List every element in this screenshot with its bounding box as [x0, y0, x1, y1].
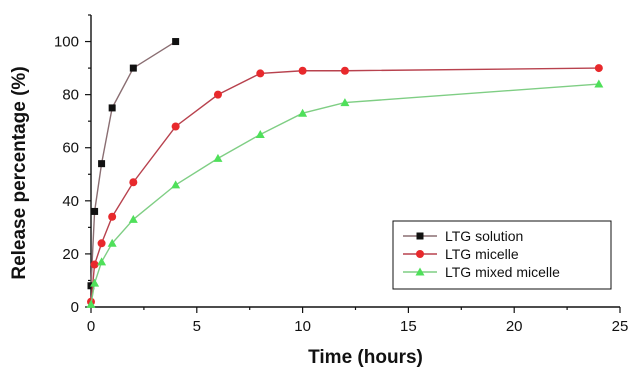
legend-label: LTG mixed micelle	[445, 264, 560, 280]
data-point	[171, 122, 180, 131]
y-tick-label: 80	[62, 87, 79, 104]
data-point	[98, 160, 106, 168]
y-axis-ticks: 0 20 40 60 80 100	[54, 14, 91, 316]
data-point	[91, 207, 99, 215]
data-point	[108, 104, 116, 112]
data-point	[129, 64, 137, 72]
data-point	[129, 178, 138, 187]
data-point	[213, 90, 222, 99]
series-1	[87, 64, 603, 306]
series-layer	[86, 38, 604, 308]
data-point	[128, 214, 138, 223]
y-axis-title: Release percentage (%)	[9, 66, 30, 279]
data-point	[298, 66, 307, 75]
data-point	[97, 239, 106, 248]
data-point	[256, 69, 265, 78]
x-tick-label: 0	[87, 318, 95, 335]
data-point	[340, 98, 350, 107]
axes: 0 5 10 15 20 25 0 20 40 60 80 100	[54, 14, 629, 335]
x-axis-ticks: 0 5 10 15 20 25	[87, 307, 629, 335]
legend-marker	[416, 232, 424, 240]
data-point	[594, 79, 604, 88]
legend-item: LTG mixed micelle	[403, 264, 560, 280]
data-point	[594, 64, 603, 73]
series-line	[90, 40, 177, 286]
legend-label: LTG micelle	[445, 246, 519, 262]
legend-marker	[415, 267, 425, 276]
legend: LTG solution LTG micelle LTG mixed micelle	[392, 220, 612, 290]
data-point	[298, 108, 308, 117]
legend-label: LTG solution	[445, 228, 523, 244]
data-point	[86, 299, 96, 308]
legend-marker	[416, 250, 424, 258]
data-point	[213, 153, 223, 162]
data-point	[108, 212, 117, 221]
y-tick-label: 100	[54, 34, 79, 51]
data-point	[107, 238, 117, 247]
data-point	[340, 66, 349, 75]
y-tick-label: 0	[71, 299, 79, 316]
x-tick-label: 5	[193, 318, 201, 335]
legend-item: LTG solution	[403, 228, 523, 244]
data-point	[171, 180, 181, 189]
y-tick-label: 60	[62, 140, 79, 157]
series-2	[86, 79, 604, 308]
legend-items: LTG solution LTG micelle LTG mixed micelle	[403, 228, 560, 280]
data-point	[97, 257, 107, 266]
legend-box	[392, 220, 612, 290]
x-tick-label: 20	[506, 318, 523, 335]
data-point	[90, 260, 99, 269]
y-tick-label: 20	[62, 246, 79, 263]
legend-item: LTG micelle	[403, 246, 519, 262]
data-point	[255, 129, 265, 138]
y-tick-label: 40	[62, 193, 79, 210]
x-tick-label: 15	[400, 318, 417, 335]
series-0	[87, 38, 180, 290]
x-axis-title: Time (hours)	[308, 347, 423, 368]
x-tick-label: 10	[294, 318, 311, 335]
x-tick-label: 25	[612, 318, 629, 335]
data-point	[90, 278, 100, 287]
data-point	[172, 38, 180, 46]
